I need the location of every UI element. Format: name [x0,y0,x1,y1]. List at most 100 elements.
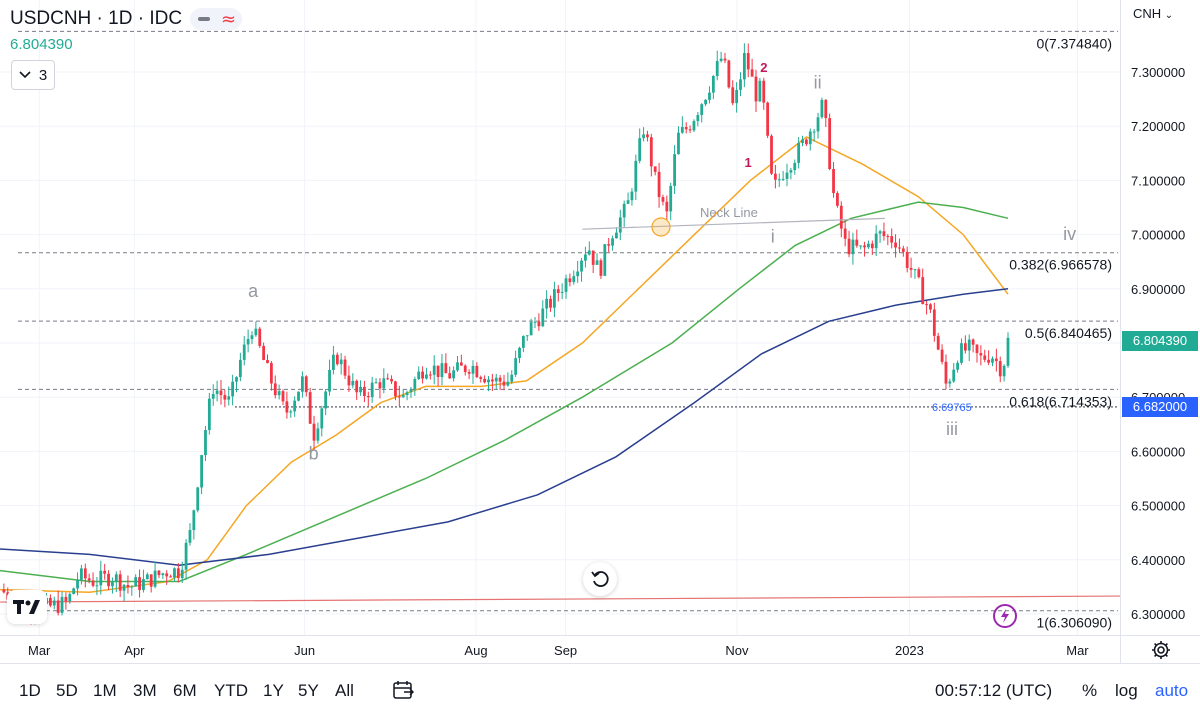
candle-body [68,594,71,601]
candle-body [332,355,335,370]
minus-icon[interactable] [198,17,210,21]
candle-body [902,249,905,252]
candle-body [495,378,498,382]
ma-mid-line [0,202,1008,581]
timeframe-1y[interactable]: 1Y [263,681,284,701]
tradingview-logo[interactable] [7,590,47,624]
candle-body [623,204,626,218]
candle-body [84,568,87,578]
price-tick-label: 6.600000 [1131,444,1185,459]
log-toggle[interactable]: log [1115,681,1138,701]
time-tick-label: Aug [464,643,487,658]
lightning-icon [1000,609,1010,623]
ma-fast-line [0,137,1008,592]
chart-settings-button[interactable] [1120,635,1200,664]
candle-body [976,345,979,353]
candle-body [689,129,692,130]
symbol-title[interactable]: USDCNH · 1D · IDC [10,8,182,30]
timeframe-5d[interactable]: 5D [56,681,78,701]
candle-body [828,118,831,169]
last-price-tag: 6.804390 [1122,331,1198,351]
candle-body [92,580,95,585]
candle-body [844,229,847,239]
candle-body [61,597,64,613]
event-marker[interactable] [993,604,1017,628]
candle-body [142,579,145,590]
candle-body [619,217,622,232]
candle-body [355,381,358,392]
chart-pane[interactable]: 0(7.374840)0.382(6.966578)0.5(6.840465)0… [0,0,1120,635]
time-tick-label: 2023 [895,643,924,658]
reset-chart-button[interactable] [583,562,617,596]
candle-body [747,53,750,69]
candle-body [821,100,824,117]
candle-body [890,236,893,242]
candle-body [464,366,467,372]
candle-body [479,377,482,379]
indicator-pill[interactable]: ≈ [190,8,242,30]
candle-body [941,350,944,362]
candle-body [766,103,769,136]
candle-body [475,366,478,377]
candle-body [57,600,60,612]
collapse-indicators-button[interactable]: 3 [11,60,55,90]
candle-body [859,245,862,246]
timeframe-1d[interactable]: 1D [19,681,41,701]
candle-body [650,137,653,166]
clock-timezone[interactable]: 00:57:12 (UTC) [935,681,1052,701]
horizontal-red-line [0,596,1120,602]
candle-body [130,587,133,588]
candle-body [673,154,676,186]
candle-body [251,335,254,339]
auto-toggle[interactable]: auto [1155,681,1188,701]
timeframe-6m[interactable]: 6M [173,681,197,701]
candle-body [499,378,502,382]
timeframe-1m[interactable]: 1M [93,681,117,701]
candle-body [305,376,308,392]
timeframe-ytd[interactable]: YTD [214,681,248,701]
candle-body [596,260,599,265]
candle-body [444,363,447,373]
candle-body [933,310,936,336]
candle-body [964,343,967,350]
candle-body [518,348,521,358]
timeframe-5y[interactable]: 5Y [298,681,319,701]
candle-body [669,186,672,211]
candle-body [487,379,490,382]
wave-label: 2 [760,60,767,75]
chevron-down-icon: ⌄ [1165,10,1173,21]
candle-body [413,379,416,390]
candle-body [417,372,420,379]
candle-body [991,359,994,363]
candle-body [99,571,102,585]
wave-label: iv [1063,224,1076,244]
date-range-button[interactable] [392,679,414,706]
candle-body [627,200,630,204]
candle-body [809,131,812,144]
chevron-down-icon [19,71,31,79]
candle-body [700,104,703,115]
candle-body [522,336,525,348]
currency-selector[interactable]: CNH ⌄ [1133,6,1173,21]
candle-body [972,340,975,345]
candle-body [999,361,1002,376]
candle-body [309,392,312,424]
candle-body [379,382,382,388]
timeframe-3m[interactable]: 3M [133,681,157,701]
candle-body [514,358,517,375]
percent-toggle[interactable]: % [1082,681,1097,701]
candle-body [243,344,246,359]
candle-body [712,76,715,93]
candle-body [755,77,758,102]
wave-icon[interactable]: ≈ [221,9,236,30]
fib-levels: 0(7.374840)0.382(6.966578)0.5(6.840465)0… [18,31,1118,630]
candle-body [580,261,583,272]
candle-body [398,396,401,397]
candle-body [561,292,564,293]
bottom-toolbar: 1D 5D 1M 3M 6M YTD 1Y 5Y All 00:57:12 (U… [0,663,1200,717]
candle-body [351,381,354,385]
candle-body [173,568,176,577]
timeframe-all[interactable]: All [335,681,354,701]
